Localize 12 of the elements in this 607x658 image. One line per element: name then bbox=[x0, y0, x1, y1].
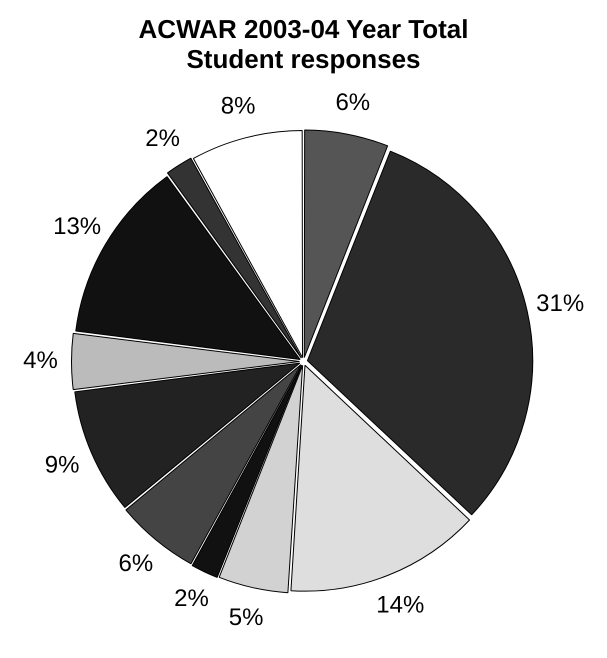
data-label: 5% bbox=[228, 604, 264, 631]
data-label: 4% bbox=[23, 347, 58, 374]
data-label: 13% bbox=[53, 213, 102, 240]
data-label: 31% bbox=[536, 290, 584, 317]
data-label: 2% bbox=[174, 585, 209, 612]
data-label: 9% bbox=[44, 452, 80, 479]
data-label: 6% bbox=[118, 550, 154, 577]
data-label: 8% bbox=[220, 92, 256, 120]
data-label: 6% bbox=[335, 88, 370, 116]
data-label: 2% bbox=[145, 125, 180, 152]
chart-title: ACWAR 2003-04 Year Total Student responses bbox=[138, 14, 468, 74]
data-label: 14% bbox=[376, 592, 424, 619]
